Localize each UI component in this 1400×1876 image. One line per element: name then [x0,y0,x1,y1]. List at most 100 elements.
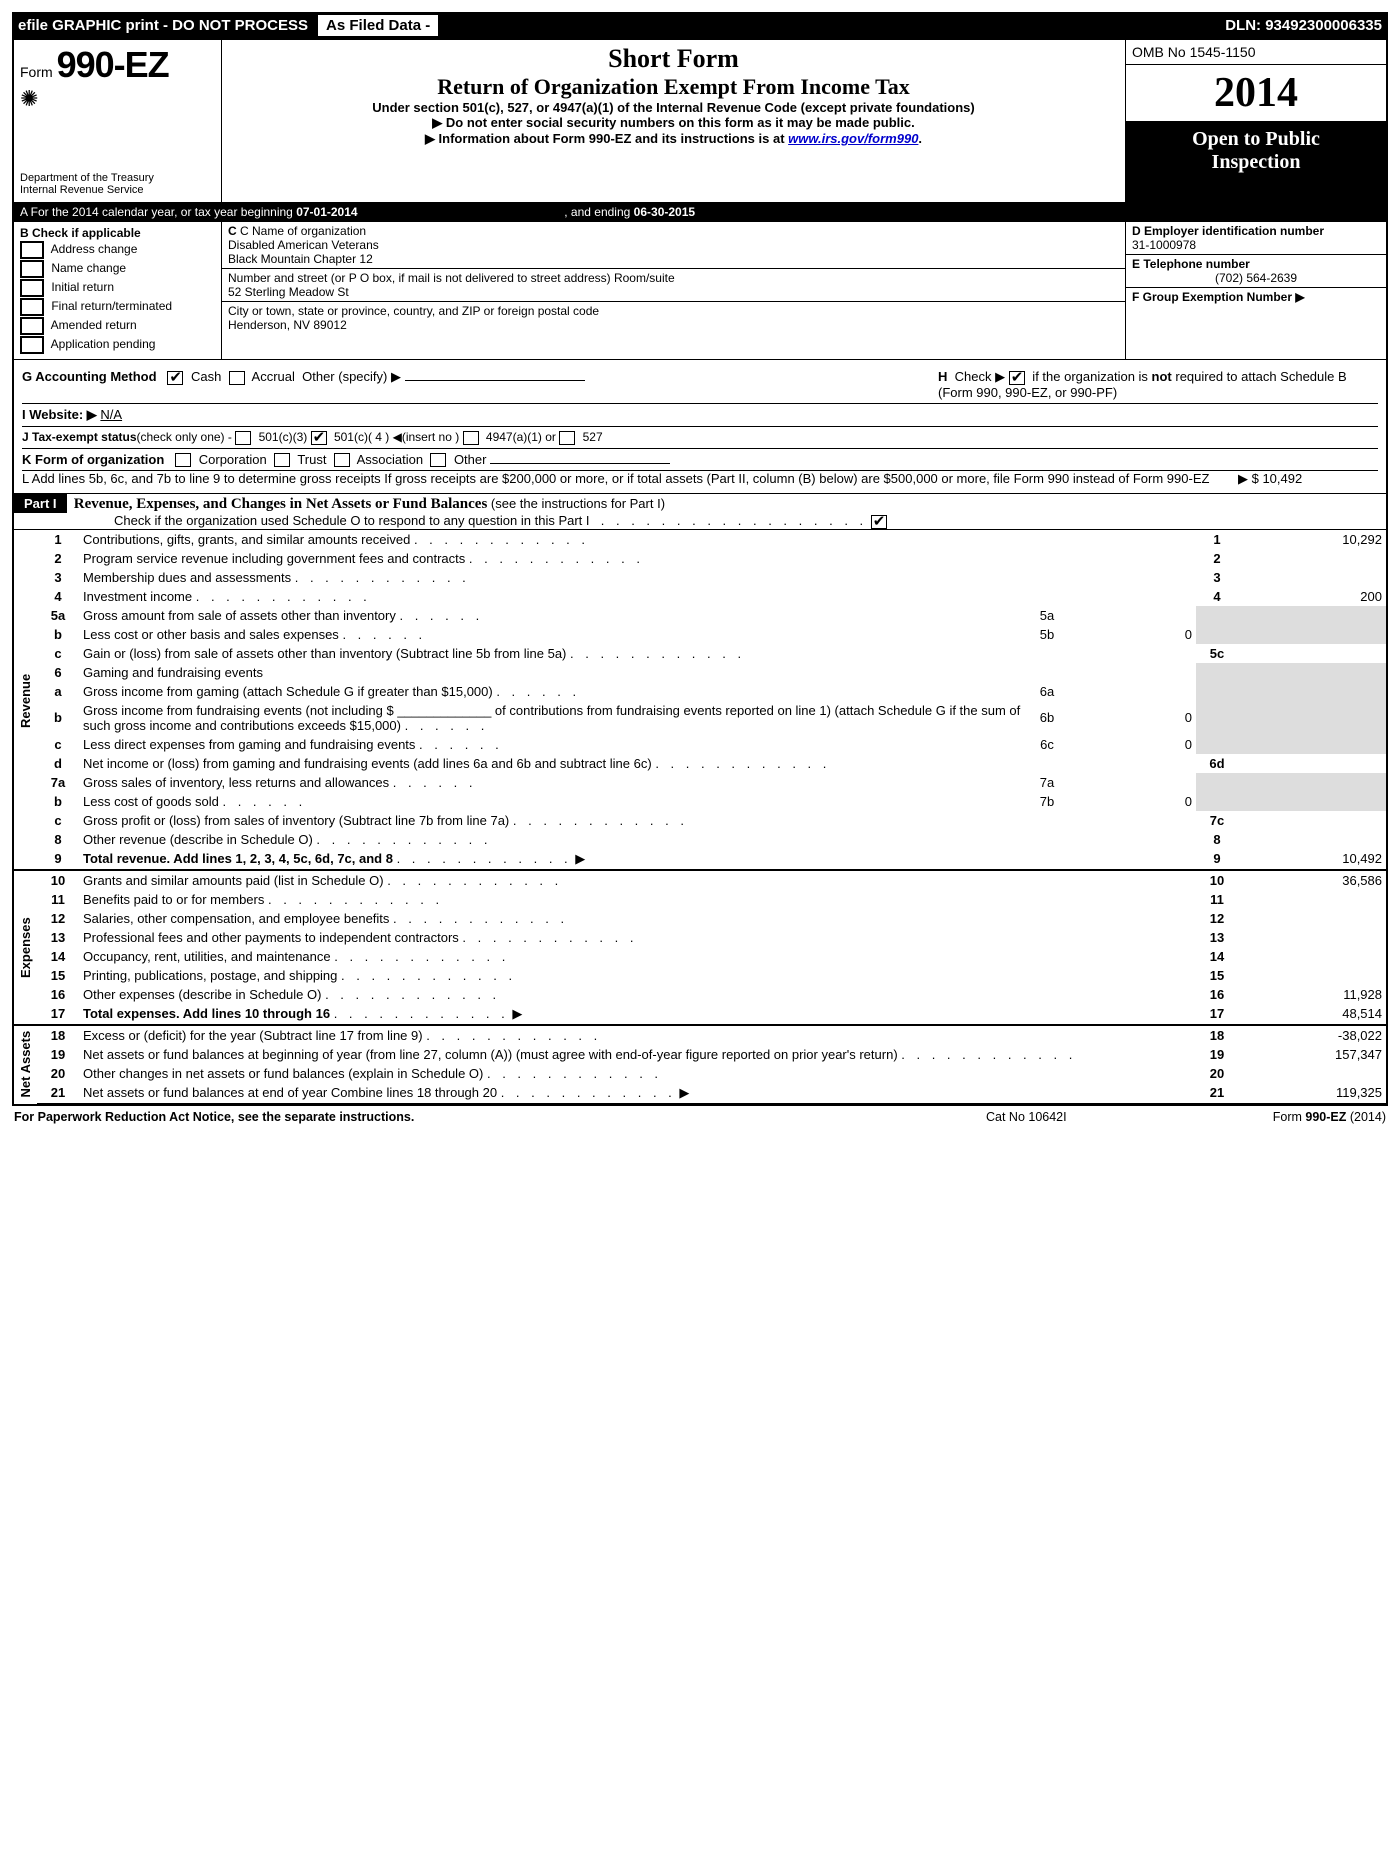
accrual-checkbox[interactable] [229,371,245,385]
line-text: Other revenue (describe in Schedule O) .… [79,830,1196,849]
line-text: Benefits paid to or for members . . . . … [79,890,1196,909]
table-row: 20Other changes in net assets or fund ba… [14,1064,1386,1083]
line-text: Program service revenue including govern… [79,549,1196,568]
line-box [1196,735,1238,754]
b-checkbox[interactable] [20,298,44,316]
line-value [1238,644,1386,663]
line-box: 5c [1196,644,1238,663]
line-text: Other changes in net assets or fund bala… [79,1064,1196,1083]
j-4947-checkbox[interactable] [463,431,479,445]
omb-number: OMB No 1545-1150 [1126,40,1386,65]
line-value [1238,966,1386,985]
tax-year-end: 06-30-2015 [634,205,695,219]
line-number: 13 [37,928,79,947]
irs-link[interactable]: www.irs.gov/form990 [788,131,918,146]
j-501c-checkbox[interactable] [311,431,327,445]
mini-box: 6a [1026,682,1068,701]
h-checkbox[interactable] [1009,371,1025,385]
k-other-checkbox[interactable] [430,453,446,467]
line-number: c [37,644,79,663]
open-inspection: Open to Public Inspection [1126,122,1386,202]
j-527-checkbox[interactable] [559,431,575,445]
table-row: 2Program service revenue including gover… [14,549,1386,568]
line-box: 7c [1196,811,1238,830]
b-check-item: Final return/terminated [20,298,215,316]
line-number: 20 [37,1064,79,1083]
mini-value: 0 [1068,735,1196,754]
mini-box: 7b [1026,792,1068,811]
line-number: 9 [37,849,79,870]
part1-header: Part I Revenue, Expenses, and Changes in… [14,494,1386,530]
line-value: 10,292 [1238,530,1386,549]
line-text: Other expenses (describe in Schedule O) … [79,985,1196,1004]
table-row: 11Benefits paid to or for members . . . … [14,890,1386,909]
table-row: 12Salaries, other compensation, and empl… [14,909,1386,928]
line-text: Gross profit or (loss) from sales of inv… [79,811,1196,830]
line-box: 8 [1196,830,1238,849]
b-checkbox[interactable] [20,279,44,297]
mini-value [1068,773,1196,792]
line-number: 10 [37,870,79,890]
org-name-1: Disabled American Veterans [228,238,1119,252]
b-checkbox[interactable] [20,336,44,354]
line-value [1238,625,1386,644]
k-trust-checkbox[interactable] [274,453,290,467]
table-row: bGross income from fundraising events (n… [14,701,1386,735]
line-number: 11 [37,890,79,909]
b-check-item: Amended return [20,317,215,335]
line-value [1238,792,1386,811]
line-number: a [37,682,79,701]
topbar-mid: As Filed Data - [318,15,438,36]
b-checkbox[interactable] [20,260,44,278]
line-value: 119,325 [1238,1083,1386,1104]
b-checkbox[interactable] [20,317,44,335]
line-text: Salaries, other compensation, and employ… [79,909,1196,928]
line-text: Less cost or other basis and sales expen… [79,625,1026,644]
title-return: Return of Organization Exempt From Incom… [230,74,1117,100]
form-ref: Form 990-EZ (2014) [1186,1110,1386,1124]
line-number: c [37,811,79,830]
schedule-o-checkbox[interactable] [871,515,887,529]
line-box: 4 [1196,587,1238,606]
line-box: 19 [1196,1045,1238,1064]
form-number: 990-EZ [57,44,169,85]
line-value: 10,492 [1238,849,1386,870]
line-text: Total revenue. Add lines 1, 2, 3, 4, 5c,… [79,849,1196,870]
topbar: efile GRAPHIC print - DO NOT PROCESS As … [12,12,1388,38]
table-row: 19Net assets or fund balances at beginni… [14,1045,1386,1064]
line-number: 17 [37,1004,79,1025]
dept-2: Internal Revenue Service [20,184,215,196]
dept-1: Department of the Treasury [20,172,215,184]
line-text: Gross sales of inventory, less returns a… [79,773,1026,792]
table-row: 17Total expenses. Add lines 10 through 1… [14,1004,1386,1025]
k-assoc-checkbox[interactable] [334,453,350,467]
line-value: 48,514 [1238,1004,1386,1025]
line-box: 14 [1196,947,1238,966]
line-number: 18 [37,1025,79,1045]
table-row: cGross profit or (loss) from sales of in… [14,811,1386,830]
mini-value [1068,682,1196,701]
table-row: 14Occupancy, rent, utilities, and mainte… [14,947,1386,966]
line-text: Excess or (deficit) for the year (Subtra… [79,1025,1196,1045]
line-number: 21 [37,1083,79,1104]
line-text: Membership dues and assessments . . . . … [79,568,1196,587]
line-text: Occupancy, rent, utilities, and maintena… [79,947,1196,966]
table-row: cLess direct expenses from gaming and fu… [14,735,1386,754]
phone: (702) 564-2639 [1132,271,1380,285]
cash-checkbox[interactable] [167,371,183,385]
line-box [1196,701,1238,735]
b-checkbox[interactable] [20,241,44,259]
section-g: G Accounting Method Cash Accrual Other (… [22,369,928,400]
section-label-rev: Revenue [14,530,37,870]
line-text: Gaming and fundraising events [79,663,1196,682]
line-value [1238,773,1386,792]
b-check-item: Address change [20,241,215,259]
city-state-zip: Henderson, NV 89012 [228,318,1119,332]
line-value [1238,663,1386,682]
section-e: E Telephone number (702) 564-2639 [1126,255,1386,288]
j-501c3-checkbox[interactable] [235,431,251,445]
k-corp-checkbox[interactable] [175,453,191,467]
line-value: 157,347 [1238,1045,1386,1064]
mini-value: 0 [1068,792,1196,811]
line-number: 4 [37,587,79,606]
